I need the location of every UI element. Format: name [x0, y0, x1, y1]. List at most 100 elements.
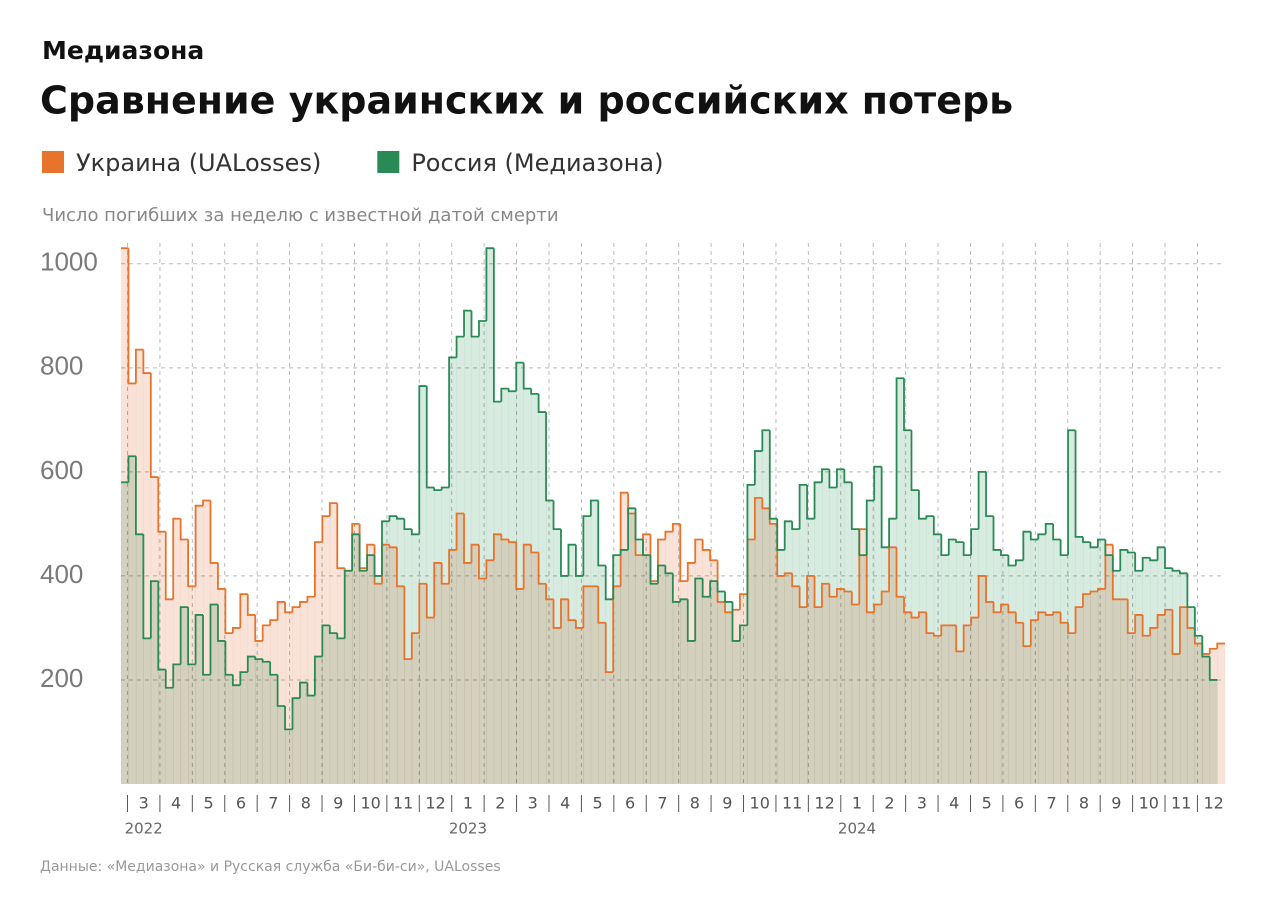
area-fill [456, 336, 465, 784]
area-fill [516, 362, 524, 784]
y-tick-label: 600 [40, 455, 83, 485]
step-line [694, 577, 703, 641]
x-tick-label: 10 [1139, 794, 1159, 813]
step-line [217, 604, 226, 642]
area-fill [486, 248, 495, 785]
step-line [1074, 430, 1083, 538]
step-line [918, 490, 927, 520]
step-line [1149, 627, 1158, 636]
step-line [239, 593, 248, 628]
step-line [135, 456, 144, 536]
step-line [567, 543, 576, 576]
step-line [1052, 523, 1061, 541]
step-line [1097, 538, 1106, 548]
step-line [500, 534, 509, 541]
area-fill [1112, 570, 1121, 784]
step-line [955, 625, 964, 653]
area-fill [665, 573, 674, 784]
step-line [1082, 593, 1091, 608]
y-tick-label: 1000 [40, 247, 98, 277]
area-fill [277, 601, 286, 784]
step-line [440, 486, 450, 491]
step-line [455, 335, 465, 358]
area-fill [1142, 557, 1151, 784]
area-fill [605, 599, 614, 784]
area-fill [411, 534, 420, 784]
step-line [328, 502, 338, 517]
area-fill [904, 430, 912, 784]
area-fill [531, 393, 539, 784]
step-line [202, 499, 211, 506]
step-line [284, 705, 293, 731]
area-fill [986, 516, 994, 784]
step-line [940, 624, 949, 636]
step-line [157, 477, 166, 533]
x-tick-label: 5 [203, 794, 213, 813]
step-line [761, 497, 770, 510]
x-tick-label: 8 [301, 794, 311, 813]
step-line [1141, 614, 1151, 637]
year-label: 2022 [125, 820, 163, 838]
x-tick-label: 3 [528, 794, 538, 813]
area-fill [210, 604, 219, 784]
area-fill [292, 698, 301, 784]
year-label: 2024 [838, 820, 876, 838]
step-line [828, 583, 837, 598]
step-line [507, 539, 517, 544]
step-line [246, 655, 256, 673]
step-line [977, 470, 987, 530]
step-line [1014, 559, 1024, 566]
step-line [739, 624, 748, 641]
step-line [418, 582, 427, 634]
step-line [1208, 647, 1218, 654]
step-line [343, 569, 353, 639]
step-line [179, 606, 189, 665]
step-line [515, 361, 524, 392]
step-line [1052, 611, 1061, 615]
step-line [821, 582, 830, 608]
step-line [500, 387, 509, 402]
step-line [1119, 549, 1128, 571]
step-line [530, 388, 539, 395]
step-line [1044, 612, 1054, 616]
step-line [560, 529, 569, 577]
area-fill [538, 412, 547, 784]
step-line [843, 469, 852, 484]
step-line [1007, 604, 1016, 614]
step-line [127, 248, 136, 385]
area-fill [367, 555, 375, 784]
step-line [992, 601, 1001, 614]
x-tick-label: 6 [236, 794, 246, 813]
area-fill [1157, 547, 1166, 784]
step-line [753, 450, 763, 485]
step-line [396, 516, 405, 520]
step-line [1007, 555, 1016, 567]
step-line [649, 555, 658, 585]
x-tick-label: 10 [360, 794, 380, 813]
area-fill [836, 469, 845, 784]
x-tick-label: 3 [917, 794, 927, 813]
step-line [1000, 549, 1009, 557]
step-line [321, 515, 330, 543]
area-fill [739, 625, 748, 784]
step-line [1193, 607, 1203, 637]
step-line [276, 674, 286, 707]
step-line [306, 682, 315, 697]
step-line [1029, 619, 1039, 647]
step-line [932, 633, 942, 637]
step-line [865, 529, 875, 614]
legend-swatch [377, 151, 400, 173]
step-line [671, 573, 681, 603]
step-line [433, 562, 442, 618]
area-fill [710, 581, 718, 784]
area-fill [777, 549, 785, 784]
step-line [619, 549, 629, 556]
step-line [194, 614, 204, 665]
step-line [1074, 606, 1083, 634]
step-line [1164, 608, 1173, 615]
area-fill [1202, 656, 1211, 784]
area-fill [426, 487, 435, 784]
area-fill [1015, 560, 1024, 784]
step-line [545, 412, 554, 502]
area-fill [165, 687, 174, 784]
